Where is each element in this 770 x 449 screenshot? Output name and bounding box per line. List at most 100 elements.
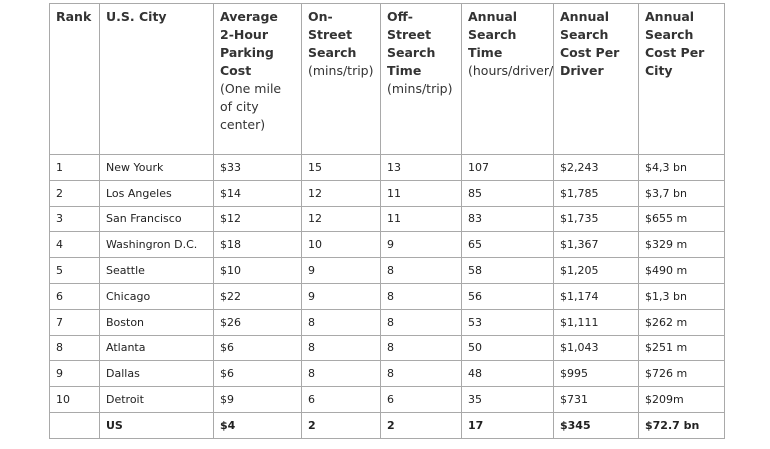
cell-text: Atlanta xyxy=(106,341,146,355)
table-cell: 8 xyxy=(380,282,462,310)
header-cell: On-Street Search (mins/trip) xyxy=(301,3,381,155)
cell-text: 8 xyxy=(387,367,394,381)
cell-text: $1,043 xyxy=(560,341,599,355)
table-cell: 11 xyxy=(380,205,462,233)
table-row: 3 San Francisco $12 12 11 83 $1,735 $655 m xyxy=(49,205,725,233)
table-row: 4 Washingron D.C. $18 10 9 65 $1,367 $329 m xyxy=(49,231,725,259)
table-cell: 8 xyxy=(49,334,100,362)
header-title: On-Street Search xyxy=(308,9,357,60)
table-cell: 10 xyxy=(49,386,100,413)
table-cell: 9 xyxy=(49,360,100,388)
table-cell: 35 xyxy=(461,386,554,413)
cell-text: $3,7 bn xyxy=(645,186,687,200)
header-cell: Rank xyxy=(49,3,100,155)
cell-text: Dallas xyxy=(106,367,140,381)
cell-text: $262 m xyxy=(645,315,688,329)
table-cell: Boston xyxy=(99,308,214,336)
table-cell: 50 xyxy=(461,334,554,362)
cell-text: $10 xyxy=(220,264,241,278)
header-cell: Average 2-Hour Parking Cost (One mile of … xyxy=(213,3,302,155)
table-cell: 15 xyxy=(301,154,381,181)
table-cell: 56 xyxy=(461,282,554,310)
cell-text: 8 xyxy=(387,289,394,303)
table-cell: $1,043 xyxy=(553,334,639,362)
table-cell: $1,367 xyxy=(553,231,639,259)
table-cell: 9 xyxy=(380,231,462,259)
cell-text: $1,367 xyxy=(560,238,599,252)
cell-text: 85 xyxy=(468,186,482,200)
table-cell: Atlanta xyxy=(99,334,214,362)
cell-text: $14 xyxy=(220,186,241,200)
cell-text: $345 xyxy=(560,418,591,432)
cell-text: 10 xyxy=(308,238,322,252)
table-cell: $209m xyxy=(638,386,725,413)
header-title: Off-Street Search Time xyxy=(387,9,436,78)
cell-text: Washingron D.C. xyxy=(106,238,198,252)
table-cell: New Yourk xyxy=(99,154,214,181)
table-cell: 2 xyxy=(380,411,462,439)
table-cell: 58 xyxy=(461,257,554,284)
table-cell: $4 xyxy=(213,411,302,439)
table-cell: $329 m xyxy=(638,231,725,259)
table-cell: 8 xyxy=(380,308,462,336)
header-cell: Annual Search Cost Per Driver xyxy=(553,3,639,155)
header-cell: Annual Search Cost Per City xyxy=(638,3,725,155)
table-row: 10 Detroit $9 6 6 35 $731 $209m xyxy=(49,386,725,413)
header-title: Rank xyxy=(56,9,92,24)
cell-text: $1,205 xyxy=(560,264,599,278)
cell-text: 6 xyxy=(56,289,63,303)
table-cell: $14 xyxy=(213,179,302,207)
table-cell: $1,205 xyxy=(553,257,639,284)
table-cell: $6 xyxy=(213,360,302,388)
table-cell: 13 xyxy=(380,154,462,181)
cell-text: 107 xyxy=(468,160,489,174)
cell-text: 5 xyxy=(56,264,63,278)
cell-text: $995 xyxy=(560,367,588,381)
table-cell: 85 xyxy=(461,179,554,207)
table-cell: $10 xyxy=(213,257,302,284)
header-title: Annual Search Cost Per Driver xyxy=(560,9,620,78)
table-cell: $345 xyxy=(553,411,639,439)
cell-text: $209m xyxy=(645,393,684,407)
table-row: 5 Seattle $10 9 8 58 $1,205 $490 m xyxy=(49,257,725,284)
cell-text: 58 xyxy=(468,264,482,278)
cell-text: $12 xyxy=(220,212,241,226)
cell-text: 8 xyxy=(308,341,315,355)
cell-text: 83 xyxy=(468,212,482,226)
cell-text: $490 m xyxy=(645,264,688,278)
table-cell: Chicago xyxy=(99,282,214,310)
cell-text: 9 xyxy=(308,264,315,278)
table-header: Rank U.S. City Average 2-Hour Parking Cost… xyxy=(49,3,725,155)
header-row: Rank U.S. City Average 2-Hour Parking Cost… xyxy=(49,3,725,155)
cell-text: $9 xyxy=(220,393,234,407)
cell-text: $1,785 xyxy=(560,186,599,200)
cell-text: $1,3 bn xyxy=(645,289,687,303)
table-cell: $251 m xyxy=(638,334,725,362)
cell-text: San Francisco xyxy=(106,212,182,226)
table-cell: 107 xyxy=(461,154,554,181)
cell-text: 13 xyxy=(387,160,401,174)
cell-text: 3 xyxy=(56,212,63,226)
cell-text: $26 xyxy=(220,315,241,329)
table-cell: 3 xyxy=(49,205,100,233)
table-cell: 11 xyxy=(380,179,462,207)
cell-text: 11 xyxy=(387,212,401,226)
table-cell: San Francisco xyxy=(99,205,214,233)
table-cell: 2 xyxy=(49,179,100,207)
table-cell: Seattle xyxy=(99,257,214,284)
cell-text: $251 m xyxy=(645,341,688,355)
cell-text: US xyxy=(106,418,123,432)
cell-text: 53 xyxy=(468,315,482,329)
parking-table: Rank U.S. City Average 2-Hour Parking Cost… xyxy=(49,3,725,439)
cell-text: 6 xyxy=(308,393,315,407)
cell-text: $2,243 xyxy=(560,160,599,174)
table-cell: $1,735 xyxy=(553,205,639,233)
cell-text: 65 xyxy=(468,238,482,252)
cell-text: $4 xyxy=(220,418,236,432)
cell-text: 1 xyxy=(56,160,63,174)
cell-text: 8 xyxy=(308,315,315,329)
cell-text: 17 xyxy=(468,418,484,432)
table-cell: Dallas xyxy=(99,360,214,388)
cell-text: $655 m xyxy=(645,212,688,226)
cell-text: $1,174 xyxy=(560,289,599,303)
